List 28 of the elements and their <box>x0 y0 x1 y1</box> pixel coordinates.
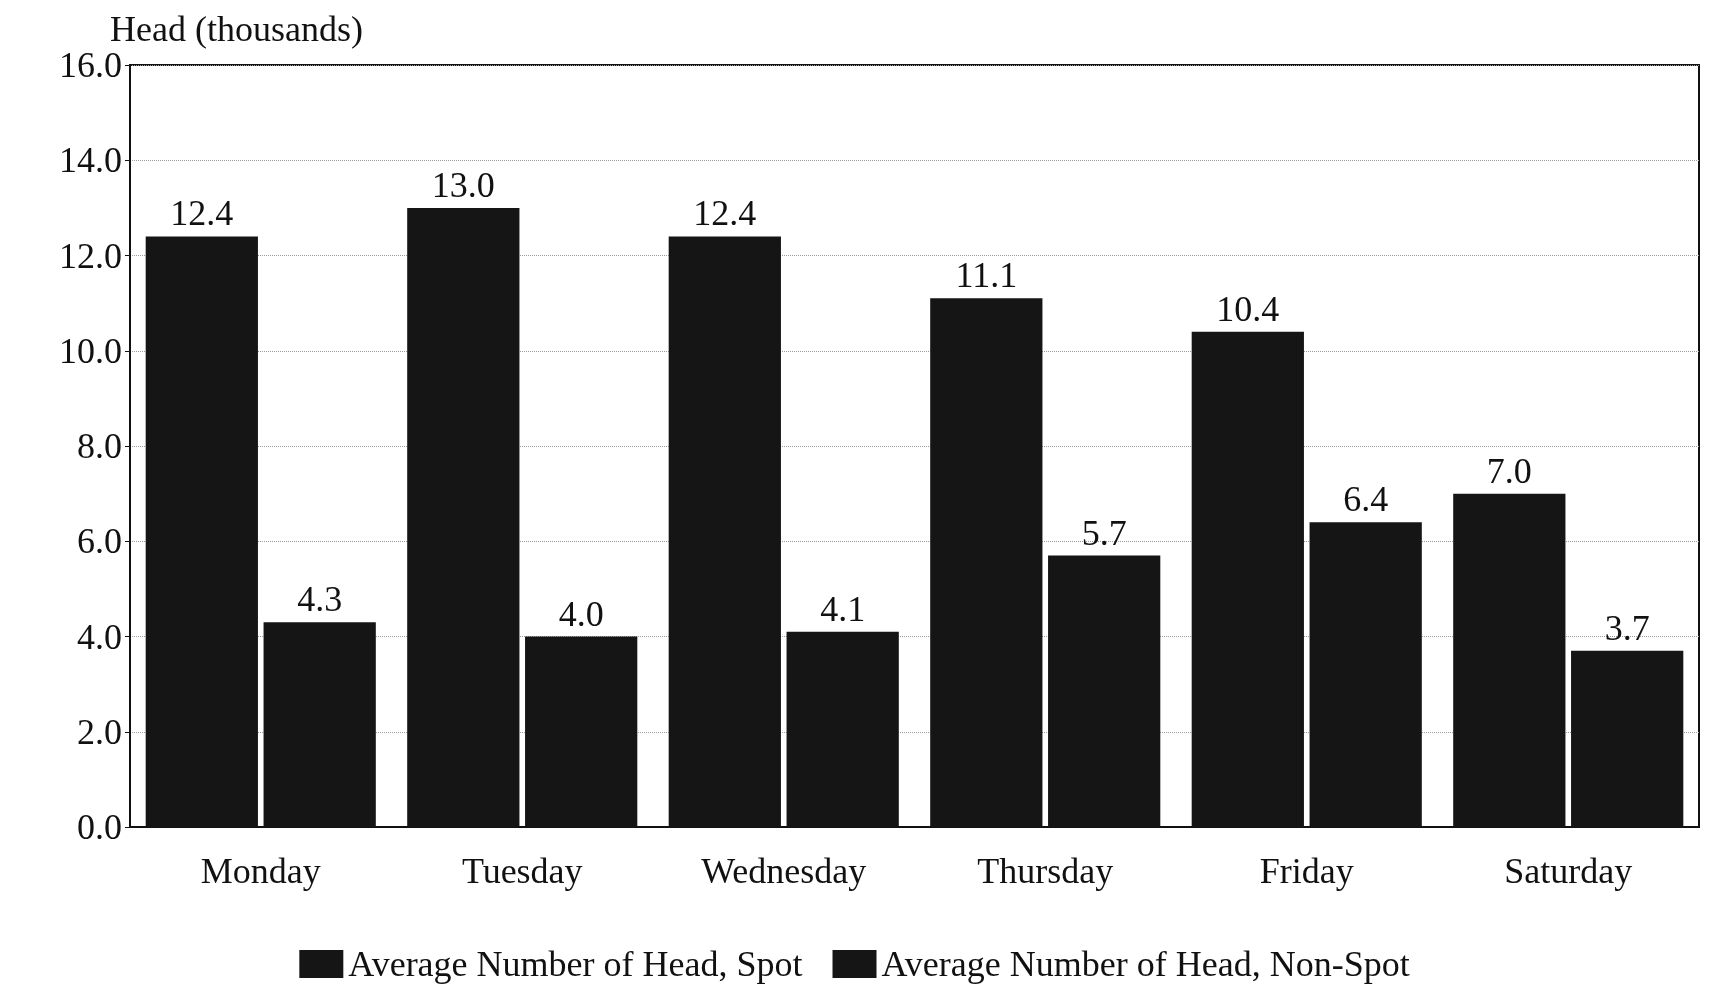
y-tick-label: 14.0 <box>59 140 122 181</box>
x-tick-label: Saturday <box>1504 851 1633 891</box>
y-tick-label: 2.0 <box>77 711 122 752</box>
y-tick-label: 6.0 <box>77 521 122 562</box>
data-label: 13.0 <box>431 164 495 205</box>
data-label: 11.1 <box>955 255 1018 296</box>
x-tick-label: Monday <box>200 851 321 891</box>
legend-label: Average Number of Head, Non-Spot <box>881 944 1410 984</box>
data-label: 4.3 <box>297 579 343 620</box>
y-tick-label: 10.0 <box>59 330 122 371</box>
y-tick-label: 12.0 <box>59 235 122 276</box>
legend-label: Average Number of Head, Spot <box>348 944 803 984</box>
data-label: 5.7 <box>1081 512 1127 553</box>
y-tick-label: 8.0 <box>77 426 122 466</box>
data-label: 10.4 <box>1216 288 1280 329</box>
data-label: 4.0 <box>558 593 604 634</box>
data-label: 12.4 <box>170 193 234 234</box>
x-tick-label: Tuesday <box>461 851 583 891</box>
data-label: 4.1 <box>820 588 866 629</box>
x-tick-label: Thursday <box>977 851 1114 891</box>
x-tick-label: Friday <box>1259 851 1354 891</box>
data-label: 12.4 <box>693 193 757 234</box>
data-label: 3.7 <box>1604 607 1650 648</box>
x-tick-label: Wednesday <box>701 851 867 891</box>
y-tick-label: 4.0 <box>77 616 122 657</box>
data-label: 7.0 <box>1486 450 1532 491</box>
y-tick-label: 0.0 <box>77 807 122 847</box>
data-label: 6.4 <box>1343 479 1389 520</box>
